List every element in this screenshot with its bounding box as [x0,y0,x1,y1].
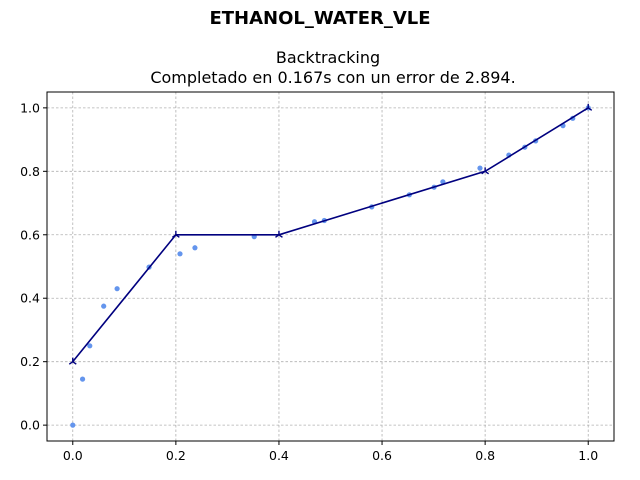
x-tick-label: 0.6 [372,448,392,463]
data-point [440,179,446,185]
knot-marker [68,357,77,365]
data-point [477,165,483,171]
y-tick-label: 0.8 [20,164,40,179]
grid [47,92,614,441]
data-point [177,251,183,257]
x-tick-label: 0.8 [475,448,495,463]
y-tick-label: 1.0 [20,100,40,115]
x-tick-label: 1.0 [578,448,598,463]
chart-suptitle: ETHANOL_WATER_VLE [209,8,430,29]
chart-title-line-1: Backtracking [276,48,380,67]
knot-marker [481,167,490,175]
y-axis-ticks: 0.0 0.2 0.4 0.6 0.8 1.0 [20,100,47,433]
x-tick-label: 0.4 [269,448,289,463]
data-point [87,343,93,349]
chart-title-line-2: Completado en 0.167s con un error de 2.8… [150,68,515,87]
y-tick-label: 0.6 [20,227,40,242]
plot-series [68,103,593,428]
knot-marker [275,230,283,238]
x-axis-ticks: 0.0 0.2 0.4 0.6 0.8 1.0 [63,441,598,463]
data-point [101,303,107,309]
data-point [70,422,76,428]
data-point [79,376,86,382]
y-tick-label: 0.0 [20,418,40,433]
plot-frame [46,91,615,442]
y-tick-label: 0.4 [20,291,40,306]
data-point [192,245,198,251]
x-tick-label: 0.0 [63,448,83,463]
x-tick-label: 0.2 [166,448,186,463]
knot-marker [584,103,593,111]
data-point [114,286,120,292]
knot-marker [171,230,180,238]
y-tick-label: 0.2 [20,354,40,369]
